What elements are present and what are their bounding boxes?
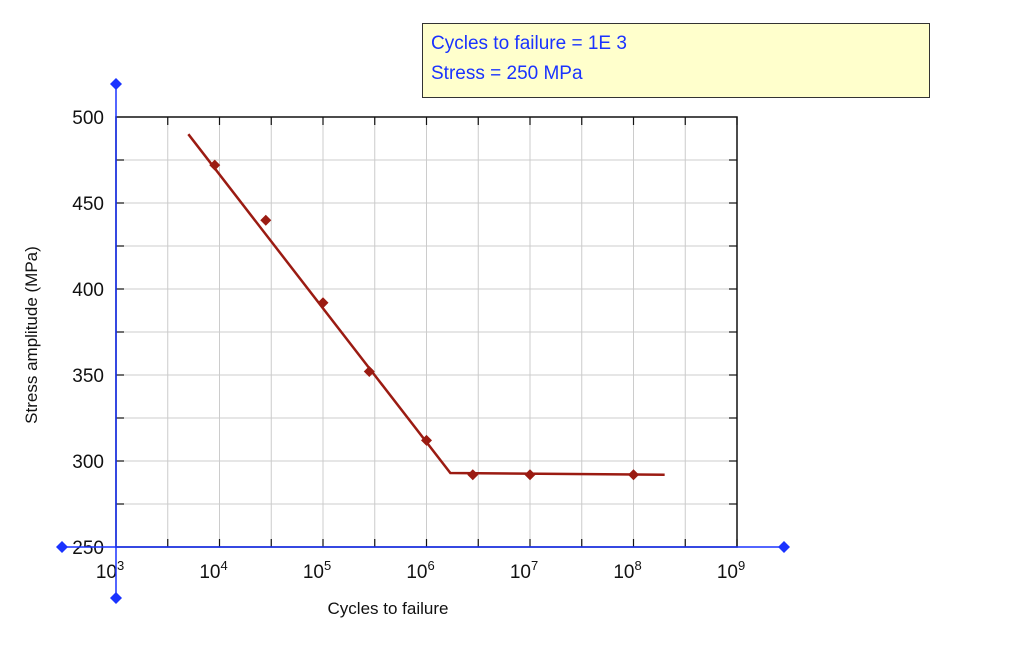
x-tick-label: 107 <box>510 558 538 583</box>
axis-handles <box>56 78 790 604</box>
y-tick-label: 450 <box>72 194 104 215</box>
data-point <box>363 366 375 378</box>
y-axis-top-handle[interactable] <box>110 78 122 90</box>
x-tick-label: 108 <box>613 558 641 583</box>
x-axis-title: Cycles to failure <box>328 599 449 618</box>
data-point <box>317 297 329 309</box>
y-tick-label: 300 <box>72 452 104 473</box>
data-point <box>421 434 432 446</box>
x-tick-exponent: 3 <box>117 558 124 573</box>
data-point <box>209 159 221 171</box>
x-tick-base: 10 <box>199 562 220 583</box>
x-tick-base: 10 <box>717 562 738 583</box>
y-tick-label: 400 <box>72 280 104 301</box>
y-axis-title: Stress amplitude (MPa) <box>22 246 41 424</box>
y-tick-label: 350 <box>72 366 104 387</box>
grid <box>116 117 738 547</box>
x-tick-label: 109 <box>717 558 745 583</box>
x-tick-label: 104 <box>199 558 227 583</box>
y-tick-label: 250 <box>72 538 104 559</box>
x-axis-right-handle[interactable] <box>778 541 790 553</box>
x-tick-base: 10 <box>613 562 634 583</box>
x-axis-left-handle[interactable] <box>56 541 68 553</box>
x-tick-exponent: 4 <box>220 558 227 573</box>
data-point <box>260 214 272 226</box>
x-tick-label: 105 <box>303 558 331 583</box>
data-point <box>467 469 479 481</box>
x-tick-base: 10 <box>303 562 324 583</box>
cycles-readout: Cycles to failure = 1E 3 <box>431 33 627 54</box>
x-tick-base: 10 <box>510 562 531 583</box>
readout-box: Cycles to failure = 1E 3 Stress = 250 MP… <box>422 23 930 98</box>
x-tick-label: 103 <box>96 558 124 583</box>
axes <box>62 84 784 598</box>
x-tick-exponent: 9 <box>738 558 745 573</box>
x-tick-base: 10 <box>406 562 427 583</box>
stress-readout: Stress = 250 MPa <box>431 63 583 84</box>
ticks <box>116 117 738 547</box>
x-tick-exponent: 5 <box>324 558 331 573</box>
fit-line <box>187 133 665 477</box>
x-tick-exponent: 7 <box>531 558 538 573</box>
x-tick-exponent: 8 <box>634 558 641 573</box>
data-point <box>628 469 639 481</box>
x-tick-exponent: 6 <box>427 558 434 573</box>
x-tick-base: 10 <box>96 562 117 583</box>
y-axis-bottom-handle[interactable] <box>110 592 122 604</box>
data-point <box>524 469 536 481</box>
x-tick-label: 106 <box>406 558 434 583</box>
data-points <box>209 159 639 481</box>
y-tick-label: 500 <box>72 108 104 129</box>
